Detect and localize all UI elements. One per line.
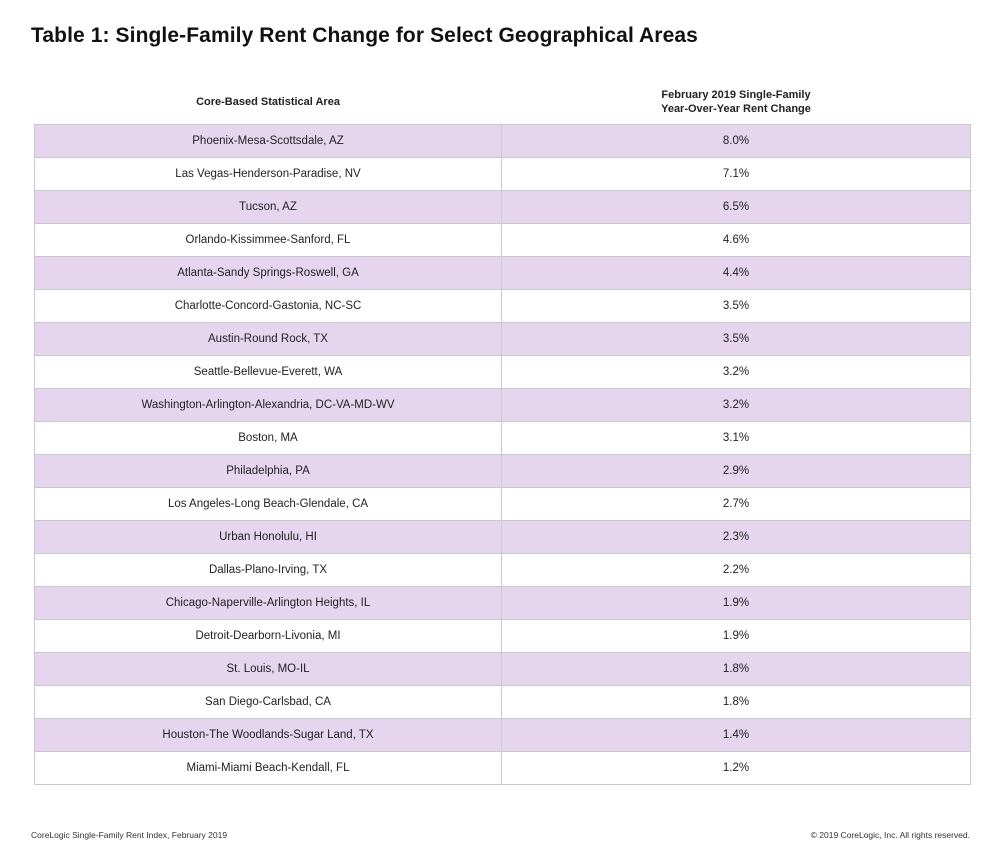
footer-copyright: © 2019 CoreLogic, Inc. All rights reserv… <box>810 830 970 840</box>
cell-area: Miami-Miami Beach-Kendall, FL <box>34 751 502 785</box>
table-row: Las Vegas-Henderson-Paradise, NV 7.1% <box>34 157 971 191</box>
cell-rent-change: 4.4% <box>501 256 971 290</box>
cell-rent-change: 1.9% <box>501 586 971 620</box>
cell-area: Los Angeles-Long Beach-Glendale, CA <box>34 487 502 521</box>
cell-area: Philadelphia, PA <box>34 454 502 488</box>
cell-area: San Diego-Carlsbad, CA <box>34 685 502 719</box>
cell-area: Seattle-Bellevue-Everett, WA <box>34 355 502 389</box>
cell-area: Orlando-Kissimmee-Sanford, FL <box>34 223 502 257</box>
cell-rent-change: 2.3% <box>501 520 971 554</box>
cell-rent-change: 1.8% <box>501 652 971 686</box>
cell-rent-change: 7.1% <box>501 157 971 191</box>
table-row: Seattle-Bellevue-Everett, WA 3.2% <box>34 355 971 389</box>
table-row: Detroit-Dearborn-Livonia, MI 1.9% <box>34 619 971 653</box>
cell-area: Austin-Round Rock, TX <box>34 322 502 356</box>
table-body: Phoenix-Mesa-Scottsdale, AZ 8.0% Las Vegas… <box>34 124 971 785</box>
cell-area: Dallas-Plano-Irving, TX <box>34 553 502 587</box>
table-row: Philadelphia, PA 2.9% <box>34 454 971 488</box>
header-rent-change-line2: Year-Over-Year Rent Change <box>661 103 811 115</box>
table-row: Orlando-Kissimmee-Sanford, FL 4.6% <box>34 223 971 257</box>
footer-source: CoreLogic Single-Family Rent Index, Febr… <box>31 830 228 840</box>
header-area: Core-Based Statistical Area <box>196 96 340 108</box>
cell-rent-change: 3.5% <box>501 289 971 323</box>
cell-area: Tucson, AZ <box>34 190 502 224</box>
cell-area: Detroit-Dearborn-Livonia, MI <box>34 619 502 653</box>
cell-rent-change: 2.7% <box>501 487 971 521</box>
cell-rent-change: 3.2% <box>501 388 971 422</box>
cell-area: Washington-Arlington-Alexandria, DC-VA-M… <box>34 388 502 422</box>
table-row: Los Angeles-Long Beach-Glendale, CA 2.7% <box>34 487 971 521</box>
table-header-row: Core-Based Statistical Area February 201… <box>35 80 971 125</box>
table-row: Washington-Arlington-Alexandria, DC-VA-M… <box>34 388 971 422</box>
table-title: Table 1: Single-Family Rent Change for S… <box>31 24 698 47</box>
table-row: Miami-Miami Beach-Kendall, FL 1.2% <box>34 751 971 785</box>
cell-area: St. Louis, MO-IL <box>34 652 502 686</box>
table-row: Tucson, AZ 6.5% <box>34 190 971 224</box>
cell-area: Chicago-Naperville-Arlington Heights, IL <box>34 586 502 620</box>
cell-area: Phoenix-Mesa-Scottsdale, AZ <box>34 124 502 158</box>
cell-rent-change: 1.2% <box>501 751 971 785</box>
cell-area: Charlotte-Concord-Gastonia, NC-SC <box>34 289 502 323</box>
cell-rent-change: 1.4% <box>501 718 971 752</box>
rent-change-table-container: Core-Based Statistical Area February 201… <box>34 80 971 785</box>
cell-rent-change: 8.0% <box>501 124 971 158</box>
table-row: Phoenix-Mesa-Scottsdale, AZ 8.0% <box>34 124 971 158</box>
table-row: Chicago-Naperville-Arlington Heights, IL… <box>34 586 971 620</box>
cell-area: Urban Honolulu, HI <box>34 520 502 554</box>
cell-area: Las Vegas-Henderson-Paradise, NV <box>34 157 502 191</box>
cell-area: Atlanta-Sandy Springs-Roswell, GA <box>34 256 502 290</box>
cell-rent-change: 1.8% <box>501 685 971 719</box>
cell-rent-change: 3.1% <box>501 421 971 455</box>
table-row: Austin-Round Rock, TX 3.5% <box>34 322 971 356</box>
cell-rent-change: 3.2% <box>501 355 971 389</box>
rent-change-table: Core-Based Statistical Area February 201… <box>34 80 971 785</box>
table-row: Houston-The Woodlands-Sugar Land, TX 1.4% <box>34 718 971 752</box>
cell-rent-change: 1.9% <box>501 619 971 653</box>
cell-area: Houston-The Woodlands-Sugar Land, TX <box>34 718 502 752</box>
table-row: Dallas-Plano-Irving, TX 2.2% <box>34 553 971 587</box>
header-rent-change-line1: February 2019 Single-Family <box>661 89 811 101</box>
cell-rent-change: 3.5% <box>501 322 971 356</box>
cell-area: Boston, MA <box>34 421 502 455</box>
table-row: Charlotte-Concord-Gastonia, NC-SC 3.5% <box>34 289 971 323</box>
cell-rent-change: 2.9% <box>501 454 971 488</box>
cell-rent-change: 4.6% <box>501 223 971 257</box>
cell-rent-change: 2.2% <box>501 553 971 587</box>
table-row: Atlanta-Sandy Springs-Roswell, GA 4.4% <box>34 256 971 290</box>
table-row: Urban Honolulu, HI 2.3% <box>34 520 971 554</box>
cell-rent-change: 6.5% <box>501 190 971 224</box>
table-row: San Diego-Carlsbad, CA 1.8% <box>34 685 971 719</box>
table-row: Boston, MA 3.1% <box>34 421 971 455</box>
header-rent-change: February 2019 Single-Family Year-Over-Ye… <box>502 80 971 125</box>
table-row: St. Louis, MO-IL 1.8% <box>34 652 971 686</box>
